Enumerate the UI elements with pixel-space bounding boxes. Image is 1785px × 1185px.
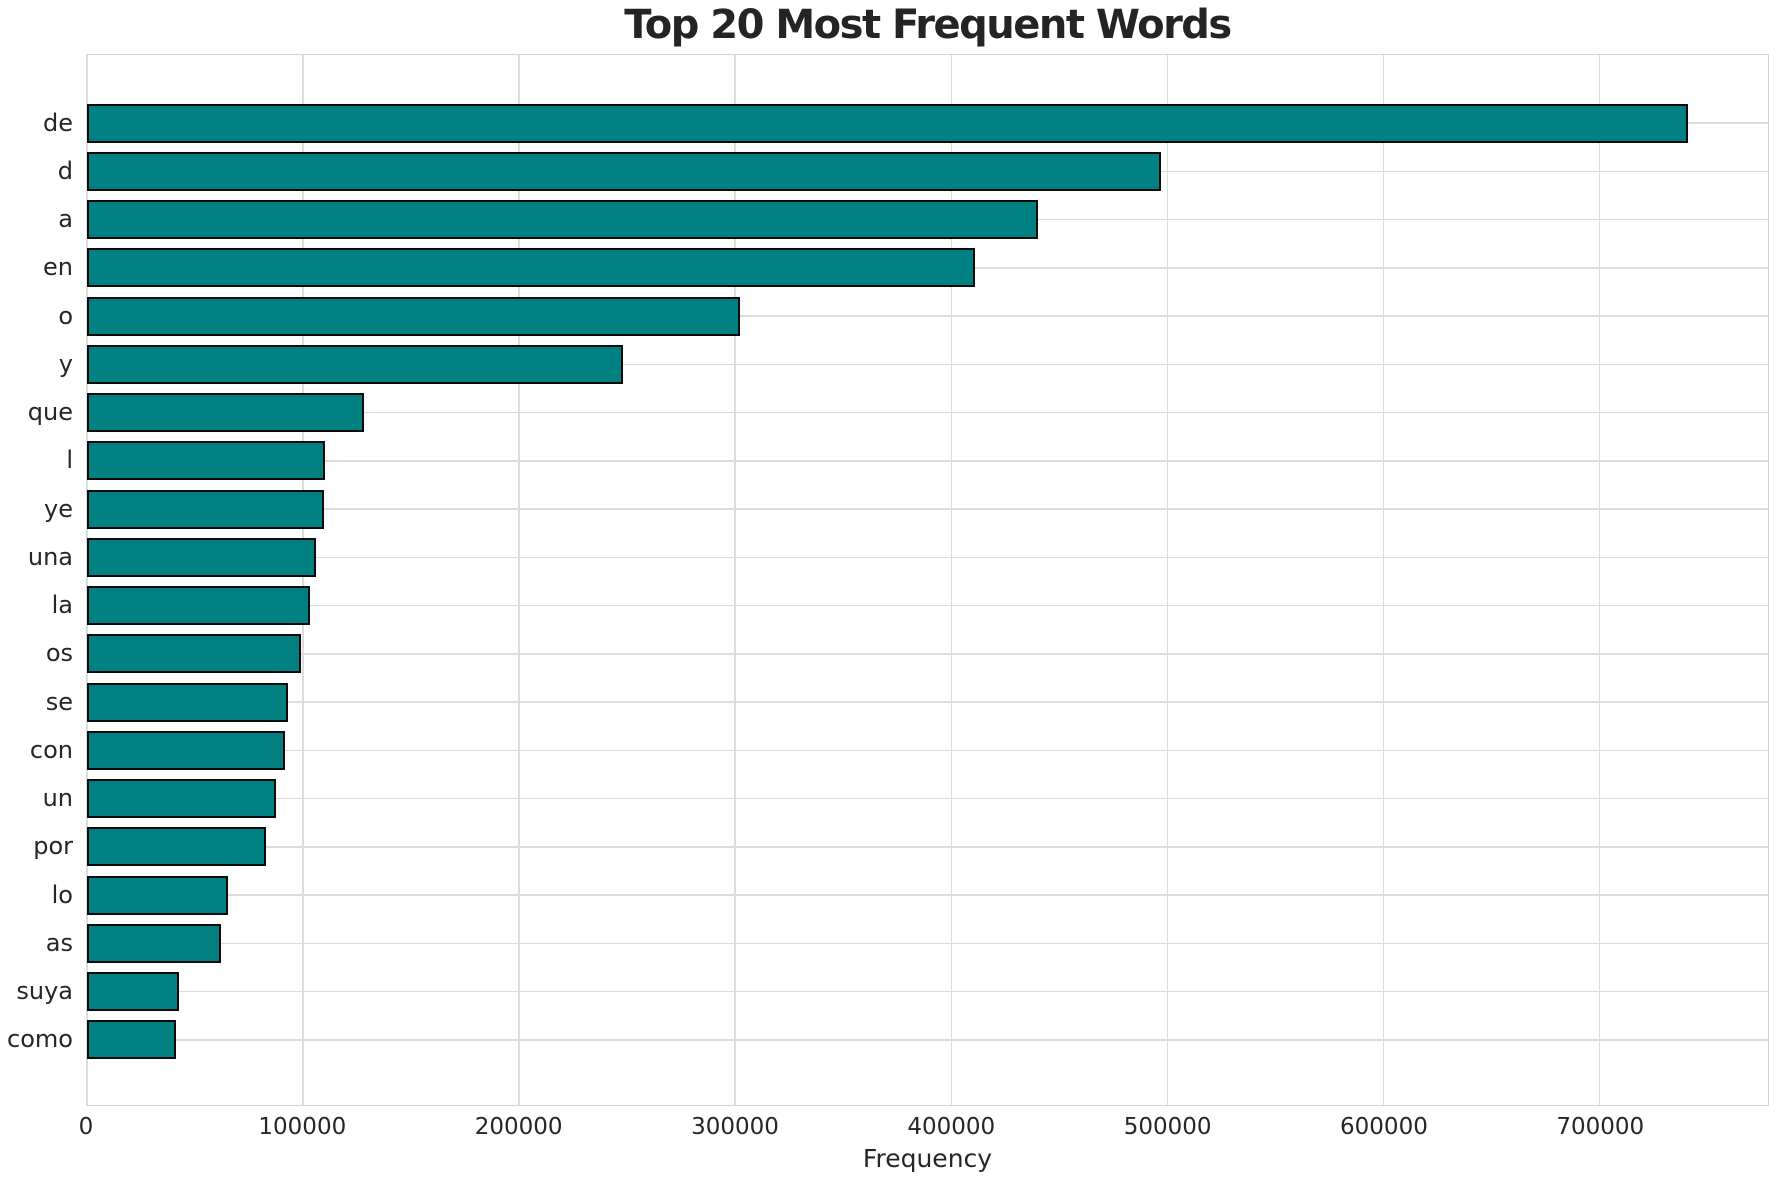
y-tick-label: d bbox=[57, 156, 73, 185]
bar-un bbox=[87, 779, 277, 819]
y-tick-label: de bbox=[43, 108, 73, 137]
horizontal-gridline bbox=[87, 411, 1768, 414]
horizontal-gridline bbox=[87, 1039, 1768, 1041]
y-tick-label: por bbox=[33, 832, 73, 861]
y-tick-label: un bbox=[42, 784, 73, 813]
horizontal-gridline bbox=[87, 508, 1768, 510]
y-tick-label: que bbox=[27, 398, 73, 427]
bar-row: se bbox=[46, 678, 1768, 726]
x-tick-label: 300000 bbox=[691, 1114, 779, 1140]
bar-como bbox=[87, 1020, 176, 1060]
bar-row: que bbox=[28, 389, 1768, 437]
y-tick-label: as bbox=[45, 928, 73, 957]
y-tick-label: a bbox=[58, 205, 73, 234]
horizontal-gridline bbox=[87, 942, 1768, 945]
x-tick-label: 0 bbox=[78, 1114, 94, 1140]
bar-row: como bbox=[7, 1016, 1768, 1064]
horizontal-gridline bbox=[87, 604, 1768, 607]
y-tick-label: la bbox=[51, 591, 73, 620]
vertical-gridline bbox=[86, 55, 88, 1105]
bar-row: a bbox=[58, 196, 1768, 244]
horizontal-gridline bbox=[87, 990, 1768, 993]
bar-row: una bbox=[28, 533, 1768, 581]
bar-os bbox=[87, 634, 301, 674]
horizontal-gridline bbox=[87, 460, 1768, 462]
bar-row: en bbox=[43, 244, 1768, 292]
horizontal-gridline bbox=[87, 749, 1768, 752]
x-tick-label: 200000 bbox=[474, 1114, 563, 1140]
vertical-gridline bbox=[302, 55, 304, 1105]
bar-o bbox=[87, 296, 740, 336]
y-tick-label: o bbox=[58, 301, 73, 330]
y-tick-label: en bbox=[43, 253, 73, 282]
y-tick-label: como bbox=[7, 1025, 73, 1054]
bar-row: ye bbox=[44, 485, 1768, 533]
x-axis-ticks: 0 100000 200000 300000 400000 500000 600000 700… bbox=[79, 1114, 1769, 1146]
horizontal-gridline bbox=[87, 363, 1768, 366]
horizontal-gridline bbox=[87, 846, 1768, 848]
bar-lo bbox=[87, 875, 229, 915]
bar-y bbox=[87, 344, 623, 384]
horizontal-gridline bbox=[87, 797, 1768, 800]
y-tick-label: ye bbox=[44, 494, 73, 523]
bar-row: o bbox=[58, 292, 1768, 340]
bar-de bbox=[87, 103, 1689, 143]
bar-row: as bbox=[46, 919, 1768, 967]
bar-as bbox=[87, 923, 221, 963]
bar-row: d bbox=[58, 147, 1768, 195]
bar-en bbox=[87, 248, 976, 288]
y-tick-label: y bbox=[58, 349, 73, 378]
vertical-gridline bbox=[1166, 55, 1169, 1105]
bar-l bbox=[87, 441, 325, 481]
bar-row: con bbox=[30, 726, 1768, 774]
bar-se bbox=[87, 682, 289, 722]
bar-que bbox=[87, 393, 364, 433]
horizontal-gridline bbox=[87, 556, 1768, 559]
vertical-gridline bbox=[1598, 55, 1601, 1105]
x-tick-label: 700000 bbox=[1556, 1114, 1645, 1140]
chart-title: Top 20 Most Frequent Words bbox=[624, 2, 1232, 48]
bar-row: de bbox=[43, 99, 1768, 147]
bar-la bbox=[87, 586, 310, 626]
bar-con bbox=[87, 730, 286, 770]
vertical-gridline bbox=[1382, 55, 1385, 1105]
bar-row: por bbox=[33, 823, 1768, 871]
x-axis-label: Frequency bbox=[862, 1144, 993, 1173]
bar-row: suya bbox=[16, 968, 1768, 1016]
horizontal-gridline bbox=[87, 701, 1768, 703]
bar-row: lo bbox=[52, 871, 1768, 919]
bar-row: la bbox=[52, 582, 1768, 630]
vertical-gridline bbox=[950, 55, 953, 1105]
vertical-gridline bbox=[734, 55, 736, 1105]
bar-ye bbox=[87, 489, 325, 529]
bar-d bbox=[87, 151, 1161, 191]
y-tick-label: se bbox=[45, 687, 73, 716]
y-tick-label: con bbox=[29, 735, 73, 764]
bar-suya bbox=[87, 972, 179, 1012]
bar-row: l bbox=[66, 437, 1768, 485]
bar-una bbox=[87, 537, 317, 577]
horizontal-gridline bbox=[87, 315, 1768, 317]
y-tick-label: lo bbox=[51, 880, 73, 909]
bar-por bbox=[87, 827, 267, 867]
bar-row: os bbox=[46, 630, 1768, 678]
x-tick-label: 400000 bbox=[907, 1114, 996, 1140]
vertical-gridline bbox=[518, 55, 520, 1105]
bar-a bbox=[87, 200, 1038, 240]
y-tick-label: una bbox=[27, 542, 73, 571]
y-tick-label: os bbox=[45, 639, 73, 668]
y-tick-label: l bbox=[66, 446, 73, 475]
bar-row: y bbox=[59, 340, 1768, 388]
bar-row: un bbox=[43, 775, 1768, 823]
x-tick-label: 100000 bbox=[258, 1114, 347, 1140]
horizontal-gridline bbox=[87, 894, 1768, 896]
y-tick-label: suya bbox=[16, 977, 73, 1006]
horizontal-gridline bbox=[87, 653, 1768, 655]
plot-area: de d a en o y que l ye una la os se con un por lo as suya c… bbox=[7, 54, 1769, 1106]
x-tick-label: 500000 bbox=[1123, 1114, 1212, 1140]
x-tick-label: 600000 bbox=[1340, 1114, 1428, 1140]
